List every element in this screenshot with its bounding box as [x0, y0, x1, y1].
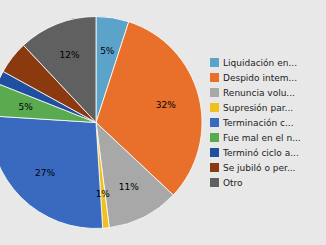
- legend-swatch: [210, 163, 219, 172]
- slices: [0, 17, 202, 229]
- data-label: 1%: [96, 189, 111, 199]
- data-labels: 5% 32% 11% 1% 27% 5% 12%: [19, 46, 177, 199]
- legend-label: Fue mal en el n...: [223, 133, 301, 143]
- data-label: 12%: [59, 50, 79, 60]
- data-label: 11%: [119, 182, 139, 192]
- legend-swatch: [210, 148, 219, 157]
- slice: [23, 17, 96, 123]
- legend-label: Renuncia volu...: [223, 88, 295, 98]
- legend-swatch: [210, 118, 219, 127]
- legend-swatch: [210, 133, 219, 142]
- slice: [0, 116, 103, 229]
- legend-swatch: [210, 73, 219, 82]
- legend-swatch: [210, 58, 219, 67]
- legend-label: Terminación c...: [222, 118, 294, 128]
- legend: Liquidación en... Despido intem... Renunci…: [210, 58, 301, 188]
- legend-label: Otro: [223, 178, 243, 188]
- chart: 5% 32% 11% 1% 27% 5% 12% Liquidación en... Despi…: [0, 0, 326, 245]
- legend-label: Terminó ciclo a...: [222, 148, 299, 158]
- data-label: 5%: [19, 102, 34, 112]
- data-label: 32%: [156, 100, 176, 110]
- legend-swatch: [210, 103, 219, 112]
- legend-label: Se jubiló o per...: [223, 163, 295, 173]
- data-label: 5%: [100, 46, 115, 56]
- data-label: 27%: [35, 168, 55, 178]
- legend-swatch: [210, 88, 219, 97]
- slice: [96, 123, 173, 228]
- legend-label: Despido intem...: [223, 73, 297, 83]
- legend-swatch: [210, 178, 219, 187]
- legend-label: Liquidación en...: [223, 58, 297, 68]
- legend-label: Supresión par...: [223, 103, 293, 113]
